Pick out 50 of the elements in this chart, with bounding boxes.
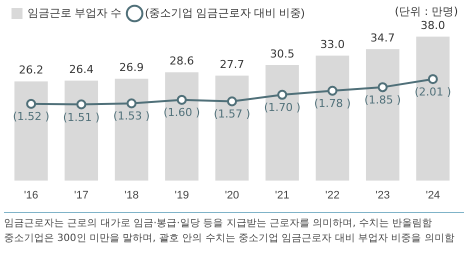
point [176, 94, 187, 105]
data-label: 38.0 [420, 18, 446, 32]
point [327, 86, 338, 96]
bar [165, 72, 198, 181]
data-label: (1.70 ) [264, 101, 301, 114]
data-label: (1.53 ) [113, 110, 150, 123]
data-label: (2.01 ) [414, 85, 452, 98]
text: (단위 : 만명) [394, 4, 458, 19]
text: 중소기업은 300인 미만을 말하며, 괄호 안의 수치는 중소기업 임금근로자 대비 부업자 비중을 의미함 [4, 232, 456, 246]
point [26, 98, 36, 109]
bar [64, 80, 98, 181]
legend-label: (중소기업 임금근로자 대비 비중) [145, 8, 305, 20]
text: 임금근로자는 근로의 대가로 임금·봉급·일당 등을 지급받는 근로자를 의미하며, 수치는 반올림함 [4, 217, 434, 231]
data-label: (1.78 ) [314, 97, 351, 110]
point [277, 90, 288, 100]
data-label: 26.2 [18, 64, 44, 77]
bar [215, 76, 249, 181]
data-label: 30.5 [270, 47, 294, 60]
point [76, 99, 86, 110]
data-label: 28.6 [170, 54, 194, 68]
x-tick-label: '18 [124, 189, 139, 202]
point [227, 96, 237, 106]
data-label: 34.7 [370, 31, 395, 44]
x-tick-label: '24 [426, 189, 440, 202]
data-label: 33.0 [320, 38, 345, 51]
x-tick-label: '20 [224, 189, 240, 202]
bar [316, 56, 350, 181]
x-tick-label: '16 [24, 189, 38, 202]
bar [266, 65, 299, 181]
data-label: 27.7 [220, 58, 244, 72]
point [428, 74, 438, 84]
point [126, 98, 137, 108]
x-tick-label: '21 [275, 189, 290, 202]
bar [416, 36, 450, 181]
point [378, 82, 388, 92]
legend-label: 임금근로 부업자 수 [28, 8, 122, 20]
bar [114, 78, 148, 181]
x-tick-label: '22 [325, 189, 340, 202]
x-tick-label: '17 [74, 189, 89, 202]
x-tick-label: '23 [375, 189, 390, 202]
data-label: 26.4 [69, 62, 94, 76]
data-label: 26.9 [119, 61, 144, 74]
bar [14, 81, 48, 181]
data-label: (1.52 ) [12, 110, 50, 124]
data-label: (1.51 ) [63, 110, 100, 124]
data-label: (1.85 ) [364, 94, 401, 107]
data-label: (1.57 ) [214, 108, 250, 121]
bar [366, 49, 400, 181]
data-label: (1.60 ) [163, 106, 200, 120]
x-tick-label: '19 [174, 189, 189, 202]
